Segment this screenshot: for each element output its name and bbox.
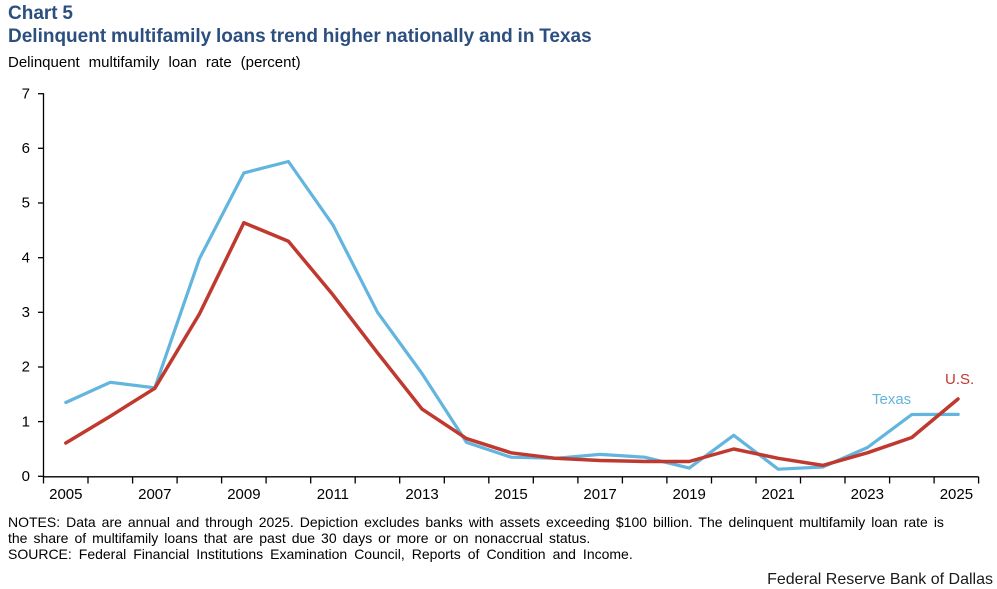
svg-text:3: 3 xyxy=(22,304,30,321)
svg-text:2019: 2019 xyxy=(673,486,706,503)
svg-text:2025: 2025 xyxy=(940,486,973,503)
svg-text:0: 0 xyxy=(22,468,30,485)
svg-text:1: 1 xyxy=(22,413,30,430)
svg-text:2011: 2011 xyxy=(317,486,349,503)
svg-text:5: 5 xyxy=(22,195,30,212)
svg-text:6: 6 xyxy=(22,140,30,157)
svg-text:2017: 2017 xyxy=(583,486,616,503)
svg-text:Texas: Texas xyxy=(872,391,911,408)
svg-text:2: 2 xyxy=(22,359,30,376)
svg-text:2007: 2007 xyxy=(138,486,171,503)
svg-text:2023: 2023 xyxy=(851,486,884,503)
svg-text:2013: 2013 xyxy=(405,486,438,503)
svg-text:2015: 2015 xyxy=(494,486,527,503)
svg-text:2005: 2005 xyxy=(49,486,82,503)
svg-text:U.S.: U.S. xyxy=(945,371,974,388)
svg-text:7: 7 xyxy=(22,85,30,102)
svg-text:2021: 2021 xyxy=(762,486,795,503)
svg-text:2009: 2009 xyxy=(227,486,260,503)
svg-text:4: 4 xyxy=(22,249,30,266)
